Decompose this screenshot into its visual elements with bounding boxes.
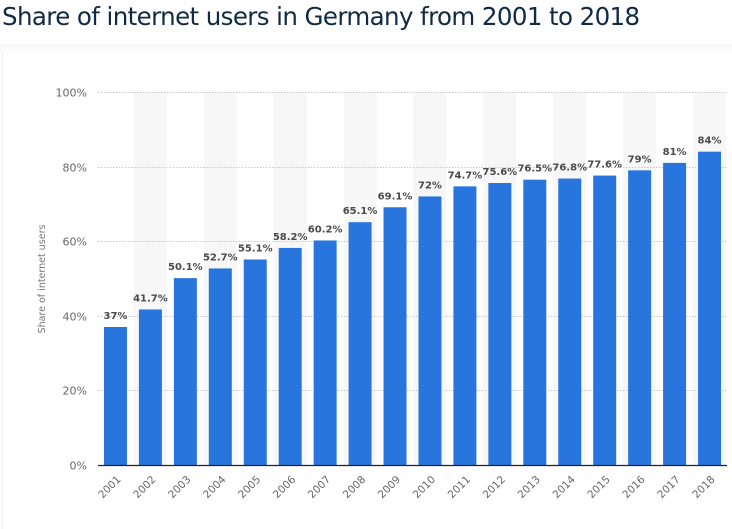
bar-2015 <box>593 175 617 465</box>
x-tick-label: 2017 <box>655 474 682 501</box>
bar-2016 <box>628 170 652 465</box>
data-label-2016: 79% <box>628 154 652 165</box>
data-label-2003: 50.1% <box>168 262 203 273</box>
bar-2014 <box>558 178 582 465</box>
data-label-2008: 65.1% <box>343 206 378 217</box>
bar-2018 <box>698 151 722 465</box>
x-tick-label: 2001 <box>96 474 123 501</box>
x-tick-label: 2018 <box>690 474 717 501</box>
data-label-2004: 52.7% <box>203 252 238 263</box>
x-tick-label: 2009 <box>376 474 403 501</box>
bar-2009 <box>383 207 407 465</box>
bar-2017 <box>663 162 687 465</box>
x-tick-label: 2011 <box>446 474 473 501</box>
data-label-2010: 72% <box>418 180 442 191</box>
y-tick-label: 20% <box>63 385 87 398</box>
y-tick-label: 100% <box>56 87 87 100</box>
x-tick-label: 2002 <box>131 474 158 501</box>
bar-2005 <box>243 259 267 465</box>
data-label-2005: 55.1% <box>238 243 273 254</box>
x-tick-label: 2006 <box>271 473 299 501</box>
data-label-2007: 60.2% <box>308 224 343 235</box>
data-label-2018: 84% <box>698 136 722 147</box>
x-tick-label: 2008 <box>341 474 368 501</box>
data-label-2001: 37% <box>104 311 128 322</box>
data-label-2015: 77.6% <box>587 160 622 171</box>
data-label-2009: 69.1% <box>378 191 413 202</box>
x-tick-label: 2010 <box>411 474 438 501</box>
x-axis-ticks: 2001 2002 2003 2004 2005 2006 2007 2008 2009 2010… <box>96 473 717 501</box>
data-label-2002: 41.7% <box>133 293 168 304</box>
bar-2011 <box>453 186 477 465</box>
bar-2006 <box>278 247 302 465</box>
data-label-2011: 74.7% <box>448 170 483 181</box>
bar-2002 <box>138 309 162 465</box>
bar-2008 <box>348 222 372 465</box>
page-title: Share of internet users in Germany from … <box>2 2 640 31</box>
data-labels: 37% 41.7% 50.1%52.7%55.1%58.2%60.2%65.1%69… <box>104 136 722 322</box>
x-tick-label: 2012 <box>481 474 508 501</box>
x-tick-label: 2013 <box>516 474 543 501</box>
bar-2012 <box>488 183 512 465</box>
data-label-2017: 81% <box>663 147 687 158</box>
y-axis-label: Share of internet users <box>37 225 48 334</box>
y-tick-label: 0% <box>70 460 87 473</box>
bar-2007 <box>313 240 337 465</box>
x-tick-label: 2015 <box>585 474 612 501</box>
y-tick-label: 40% <box>63 311 87 324</box>
y-axis-ticks: 0% 20% 40% 60% 80% 100% <box>56 87 87 473</box>
y-tick-label: 60% <box>63 236 87 249</box>
bars <box>103 151 722 465</box>
x-tick-label: 2014 <box>550 473 578 501</box>
data-label-2013: 76.5% <box>517 164 552 175</box>
data-label-2012: 75.6% <box>483 167 518 178</box>
x-tick-label: 2016 <box>620 473 648 501</box>
x-tick-label: 2005 <box>236 474 263 501</box>
bar-2010 <box>418 196 442 465</box>
x-tick-label: 2004 <box>201 473 229 501</box>
x-tick-label: 2007 <box>306 474 333 501</box>
bar-2001 <box>103 326 127 465</box>
x-tick-label: 2003 <box>166 474 193 501</box>
data-label-2006: 58.2% <box>273 232 308 243</box>
bar-2013 <box>523 179 547 465</box>
y-tick-label: 80% <box>63 162 87 175</box>
bar-2003 <box>173 278 197 465</box>
bar-2004 <box>208 268 232 465</box>
data-label-2014: 76.8% <box>552 163 587 174</box>
